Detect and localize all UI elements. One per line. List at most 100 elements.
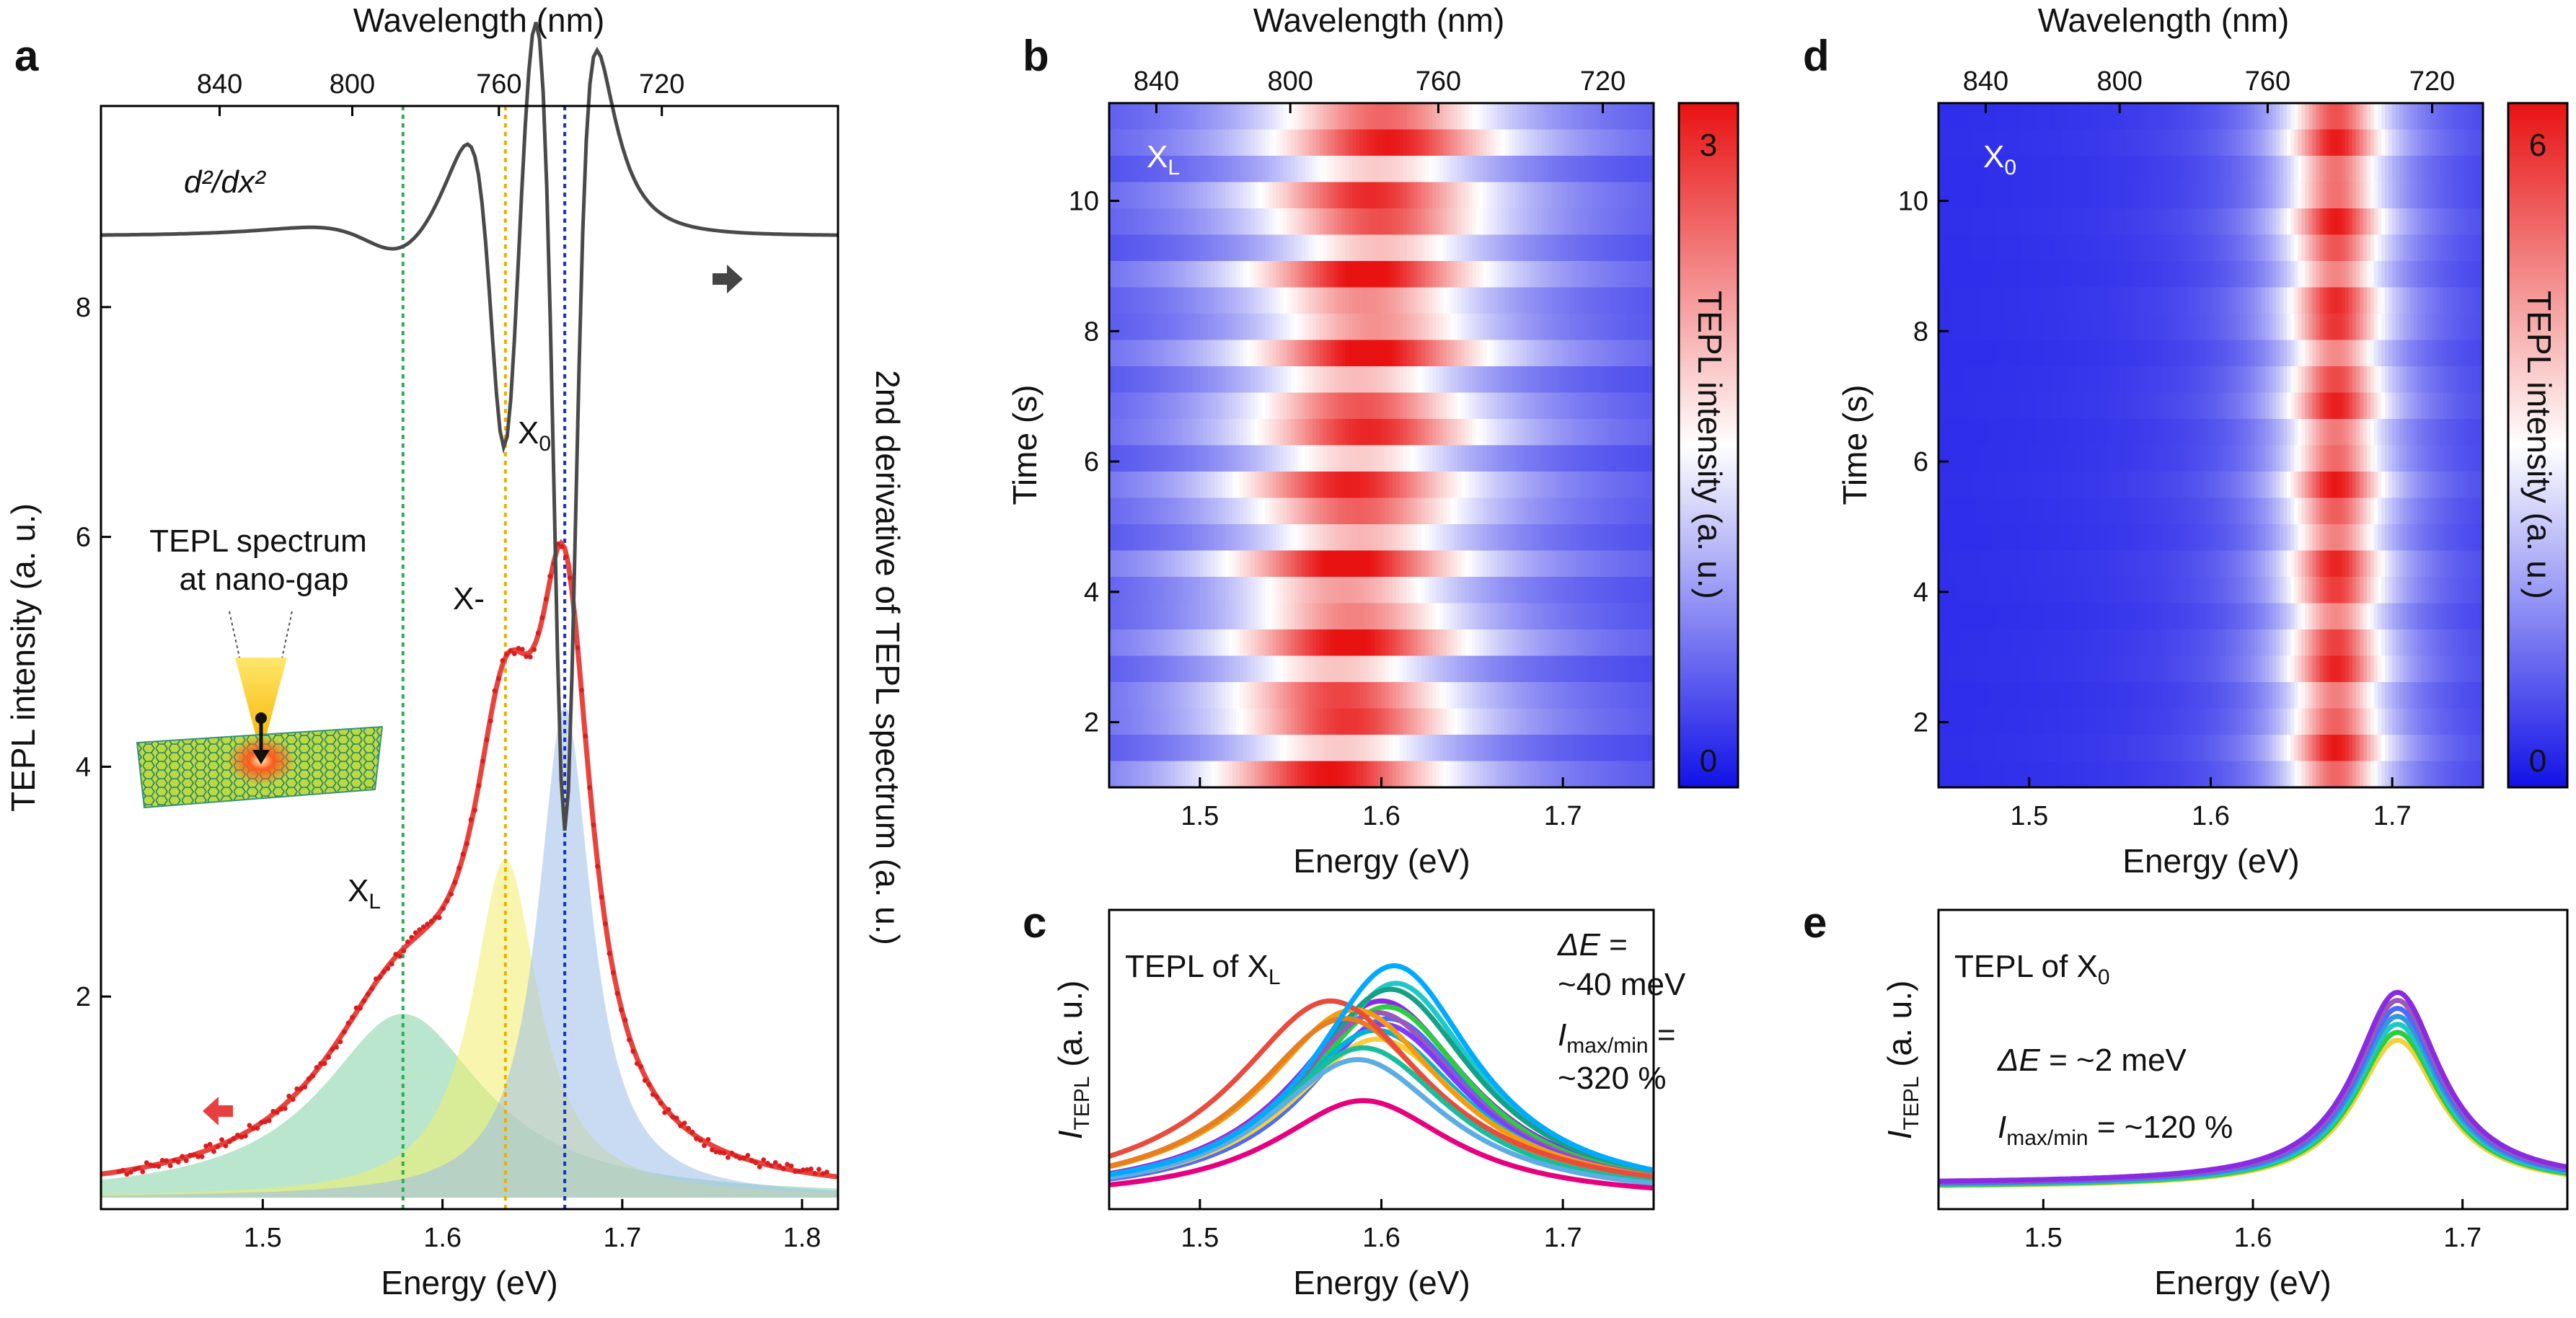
heat-cell — [2479, 156, 2484, 183]
heat-cell — [1486, 156, 1491, 183]
heat-cell — [1196, 314, 1201, 341]
heat-cell — [1142, 472, 1146, 499]
heat-cell — [1301, 366, 1306, 394]
heat-cell — [1181, 708, 1186, 735]
heat-cell — [1602, 182, 1607, 209]
heat-cell — [2014, 103, 2019, 131]
heat-cell — [1160, 340, 1165, 367]
heat-cell — [1258, 577, 1262, 604]
heat-cell — [1152, 129, 1157, 156]
heat-cell — [1574, 655, 1578, 683]
heat-cell — [2156, 208, 2161, 236]
heat-cell — [1113, 629, 1117, 657]
heat-cell — [1287, 655, 1292, 683]
heat-cell — [1174, 366, 1179, 394]
data-point — [330, 1046, 335, 1052]
heat-cell — [1261, 287, 1266, 314]
heat-cell — [1599, 577, 1604, 604]
heat-cell — [1504, 735, 1509, 762]
heat-cell — [1566, 103, 1571, 131]
heat-cell — [1399, 129, 1404, 156]
heat-cell — [1526, 497, 1531, 525]
heat-cell — [1138, 208, 1142, 236]
heat-cell — [1331, 472, 1335, 499]
heat-cell — [1628, 655, 1633, 683]
heat-cell — [1545, 655, 1549, 683]
heat-cell — [1338, 419, 1342, 446]
heat-cell — [2475, 156, 2480, 183]
data-point — [674, 1115, 679, 1120]
heat-cell — [2062, 103, 2066, 131]
heat-cell — [1374, 103, 1379, 131]
heat-cell — [1642, 708, 1647, 735]
heat-cell — [1359, 129, 1364, 156]
heat-cell — [1494, 708, 1499, 735]
heat-cell — [2225, 182, 2230, 209]
heat-cell — [1982, 156, 1987, 183]
heat-cell — [1301, 129, 1306, 156]
heat-cell — [1504, 603, 1509, 630]
heat-cell — [1617, 366, 1622, 394]
heat-cell — [2298, 208, 2302, 236]
heat-cell — [1508, 761, 1513, 788]
heat-cell — [1552, 550, 1556, 578]
heat-cell — [1370, 761, 1375, 788]
heat-cell — [1327, 261, 1331, 288]
heat-cell — [1269, 156, 1274, 183]
heat-cell — [1642, 629, 1647, 657]
heat-cell — [1417, 761, 1422, 788]
heat-cell — [1363, 524, 1367, 552]
heat-cell — [1946, 129, 1950, 156]
heat-cell — [1290, 445, 1295, 472]
heat-cell — [1323, 472, 1328, 499]
heat-cell — [1377, 629, 1382, 657]
heat-cell — [1149, 314, 1153, 341]
heat-cell — [1577, 550, 1582, 578]
heat-cell — [1978, 208, 1982, 236]
heat-cell — [1424, 419, 1429, 446]
heat-cell — [1946, 103, 1950, 131]
heat-cell — [1978, 129, 1982, 156]
heat-cell — [1620, 182, 1626, 209]
heat-cell — [2123, 208, 2128, 236]
heat-cell — [1501, 655, 1506, 683]
data-point — [579, 687, 584, 693]
heat-cell — [1504, 234, 1509, 262]
data-point — [175, 1159, 181, 1165]
heat-cell — [1436, 366, 1440, 394]
heat-cell — [2341, 129, 2346, 156]
heat-cell — [2083, 156, 2088, 183]
heat-cell — [1447, 208, 1451, 236]
heat-cell — [1631, 472, 1636, 499]
heat-cell — [2076, 182, 2081, 209]
heat-cell — [1134, 761, 1139, 788]
heat-cell — [1127, 577, 1132, 604]
heat-cell — [1581, 287, 1585, 314]
heat-cell — [1424, 156, 1429, 183]
heat-cell — [1504, 261, 1509, 288]
heat-cell — [1522, 682, 1527, 709]
heat-cell — [1548, 156, 1553, 183]
heat-cell — [2443, 156, 2448, 183]
data-point — [286, 1093, 292, 1099]
heat-cell — [1957, 103, 1961, 131]
panel-a-xlabel: Energy (eV) — [381, 1264, 557, 1301]
heat-cell — [1243, 392, 1248, 420]
inset-label-line2: at nano-gap — [180, 562, 349, 597]
heat-cell — [1124, 735, 1128, 762]
heat-cell — [1199, 524, 1204, 552]
heat-cell — [2378, 103, 2382, 131]
heat-cell — [1406, 472, 1411, 499]
heat-cell — [1334, 156, 1338, 183]
data-point — [666, 1107, 671, 1113]
heat-cell — [1214, 603, 1219, 630]
heat-cell — [2450, 103, 2455, 131]
heat-cell — [1540, 603, 1545, 630]
heat-cell — [1142, 577, 1146, 604]
heat-cell — [2388, 208, 2393, 236]
heat-cell — [1522, 524, 1527, 552]
heat-cell — [1566, 340, 1571, 367]
heat-cell — [1617, 497, 1622, 525]
heat-cell — [1563, 472, 1567, 499]
heat-cell — [1406, 577, 1411, 604]
